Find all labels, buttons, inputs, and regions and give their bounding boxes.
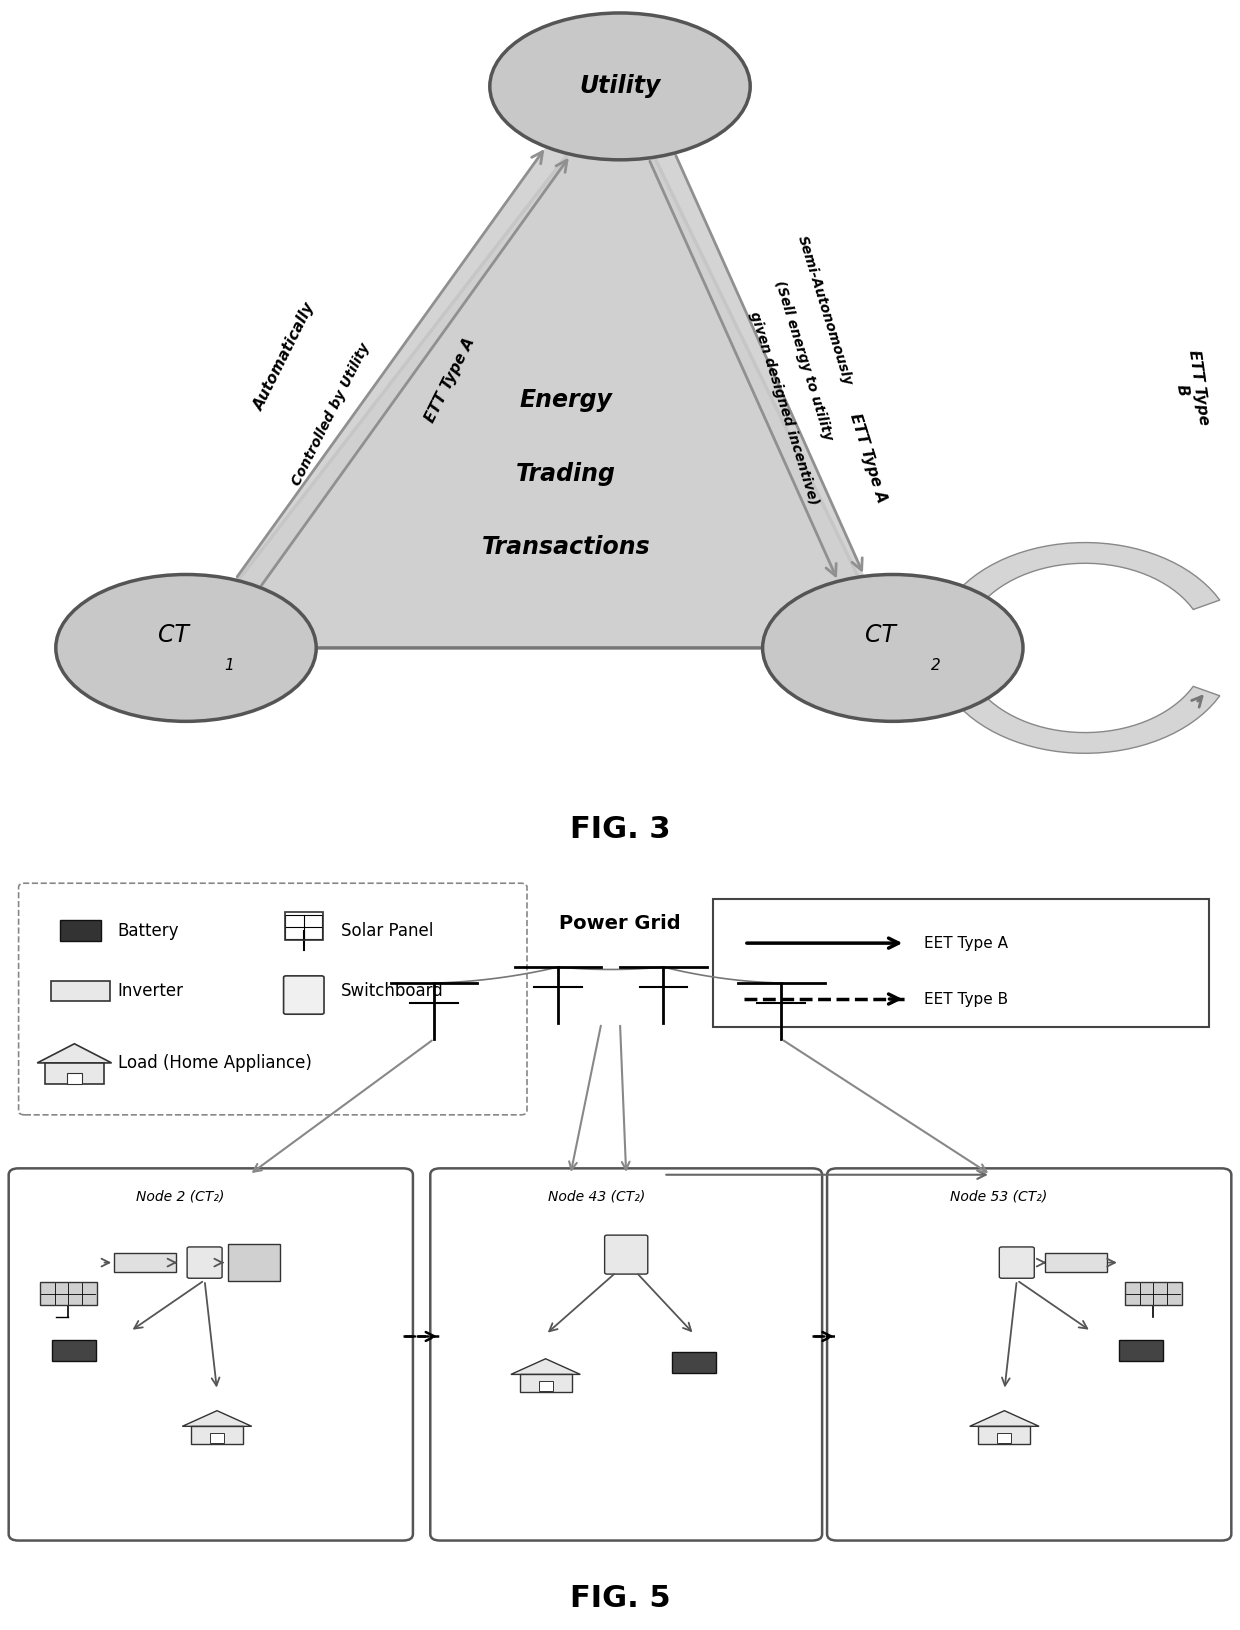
Text: FIG. 5: FIG. 5 [569, 1584, 671, 1612]
FancyBboxPatch shape [713, 900, 1209, 1027]
Text: Semi-Autonomously: Semi-Autonomously [795, 235, 854, 388]
Text: 1: 1 [224, 657, 234, 673]
Polygon shape [970, 1410, 1039, 1426]
FancyBboxPatch shape [1045, 1253, 1107, 1271]
Text: Node 43 (CT₂): Node 43 (CT₂) [548, 1190, 645, 1203]
FancyBboxPatch shape [520, 1374, 572, 1392]
FancyBboxPatch shape [61, 919, 100, 941]
FancyBboxPatch shape [191, 1426, 243, 1444]
Text: Solar Panel: Solar Panel [341, 923, 433, 941]
Text: Inverter: Inverter [118, 981, 184, 1001]
Text: ETT Type A: ETT Type A [423, 336, 477, 425]
Text: Transactions: Transactions [482, 535, 651, 559]
FancyBboxPatch shape [114, 1253, 176, 1271]
Text: ETT Type
B: ETT Type B [1169, 349, 1211, 429]
FancyBboxPatch shape [1125, 1283, 1182, 1306]
Text: FIG. 3: FIG. 3 [569, 815, 671, 844]
Polygon shape [511, 1359, 580, 1374]
Text: ETT Type A: ETT Type A [847, 411, 889, 504]
FancyBboxPatch shape [210, 1433, 224, 1443]
Text: 2: 2 [931, 657, 941, 673]
Text: EET Type A: EET Type A [924, 936, 1008, 950]
FancyBboxPatch shape [430, 1169, 822, 1540]
FancyBboxPatch shape [52, 981, 109, 1001]
FancyBboxPatch shape [228, 1244, 280, 1281]
FancyBboxPatch shape [40, 1283, 97, 1306]
FancyBboxPatch shape [1118, 1340, 1163, 1361]
Text: CT: CT [866, 623, 895, 647]
FancyBboxPatch shape [19, 883, 527, 1115]
Ellipse shape [56, 574, 316, 722]
Text: Utility: Utility [579, 75, 661, 98]
FancyBboxPatch shape [827, 1169, 1231, 1540]
Text: Trading: Trading [516, 461, 616, 486]
FancyBboxPatch shape [605, 1236, 647, 1275]
Text: Node 53 (CT₂): Node 53 (CT₂) [950, 1190, 1047, 1203]
Polygon shape [37, 1043, 112, 1063]
Text: EET Type B: EET Type B [924, 991, 1008, 1007]
FancyBboxPatch shape [978, 1426, 1030, 1444]
FancyBboxPatch shape [284, 976, 324, 1014]
Text: Controlled by Utility: Controlled by Utility [290, 341, 372, 489]
FancyBboxPatch shape [52, 1340, 97, 1361]
FancyBboxPatch shape [45, 1063, 104, 1084]
Polygon shape [236, 147, 570, 587]
Polygon shape [186, 86, 893, 647]
FancyBboxPatch shape [9, 1169, 413, 1540]
FancyBboxPatch shape [672, 1351, 717, 1372]
Text: Automatically: Automatically [252, 300, 319, 414]
Ellipse shape [763, 574, 1023, 722]
Text: Power Grid: Power Grid [559, 914, 681, 932]
FancyBboxPatch shape [997, 1433, 1012, 1443]
Text: given designed incentive): given designed incentive) [746, 310, 821, 507]
Ellipse shape [490, 13, 750, 160]
FancyBboxPatch shape [999, 1247, 1034, 1278]
Text: CT: CT [159, 623, 188, 647]
PathPatch shape [934, 543, 1220, 753]
FancyBboxPatch shape [67, 1073, 82, 1084]
Text: Battery: Battery [118, 923, 180, 941]
Polygon shape [649, 153, 864, 582]
Text: Energy: Energy [520, 388, 613, 412]
Text: Node 2 (CT₂): Node 2 (CT₂) [136, 1190, 224, 1203]
FancyBboxPatch shape [538, 1381, 553, 1390]
FancyBboxPatch shape [187, 1247, 222, 1278]
Text: (Sell energy to utility: (Sell energy to utility [773, 279, 835, 442]
Text: Load (Home Appliance): Load (Home Appliance) [118, 1055, 311, 1073]
Polygon shape [182, 1410, 252, 1426]
Text: Switchboard: Switchboard [341, 981, 444, 1001]
